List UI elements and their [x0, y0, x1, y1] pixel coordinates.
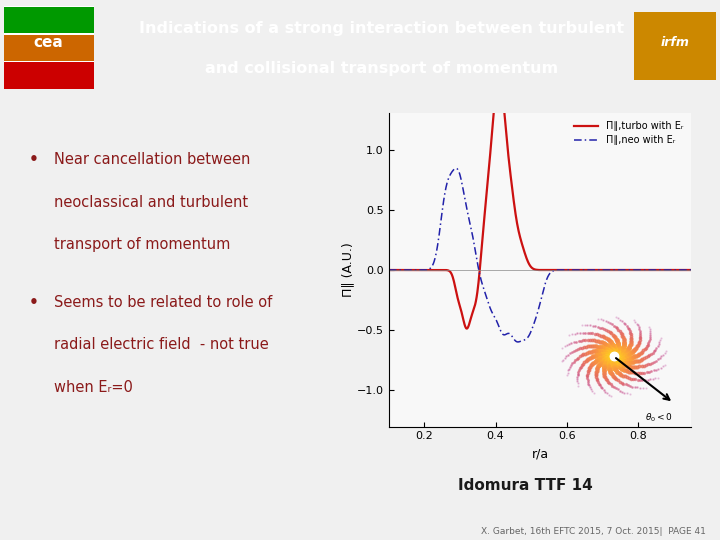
- Bar: [4, 7, 94, 33]
- Y-axis label: Π∥ (A.U.): Π∥ (A.U.): [341, 242, 354, 298]
- Text: radial electric field  - not true: radial electric field - not true: [54, 338, 269, 352]
- Bar: [634, 12, 716, 80]
- Text: •: •: [29, 295, 39, 310]
- Text: when Eᵣ=0: when Eᵣ=0: [54, 380, 133, 395]
- Text: Seems to be related to role of: Seems to be related to role of: [54, 295, 272, 310]
- Text: $\theta_0<0$: $\theta_0<0$: [645, 411, 673, 423]
- Text: irfm: irfm: [661, 36, 690, 49]
- Text: cea: cea: [33, 35, 63, 50]
- Text: neoclassical and turbulent: neoclassical and turbulent: [54, 195, 248, 210]
- Legend: Π∥,turbo with Eᵣ, Π∥,neo with Eᵣ: Π∥,turbo with Eᵣ, Π∥,neo with Eᵣ: [571, 118, 686, 148]
- Text: Idomura TTF 14: Idomura TTF 14: [458, 477, 593, 492]
- Text: •: •: [29, 152, 39, 167]
- Bar: [4, 63, 94, 89]
- Bar: [4, 35, 94, 61]
- Text: X. Garbet, 16th EFTC 2015, 7 Oct. 2015|  PAGE 41: X. Garbet, 16th EFTC 2015, 7 Oct. 2015| …: [481, 526, 706, 536]
- Text: transport of momentum: transport of momentum: [54, 237, 230, 252]
- Text: Indications of a strong interaction between turbulent: Indications of a strong interaction betw…: [139, 21, 624, 36]
- Bar: [4, 5, 94, 89]
- Text: and collisional transport of momentum: and collisional transport of momentum: [205, 60, 558, 76]
- Text: Near cancellation between: Near cancellation between: [54, 152, 251, 167]
- X-axis label: r/a: r/a: [531, 447, 549, 460]
